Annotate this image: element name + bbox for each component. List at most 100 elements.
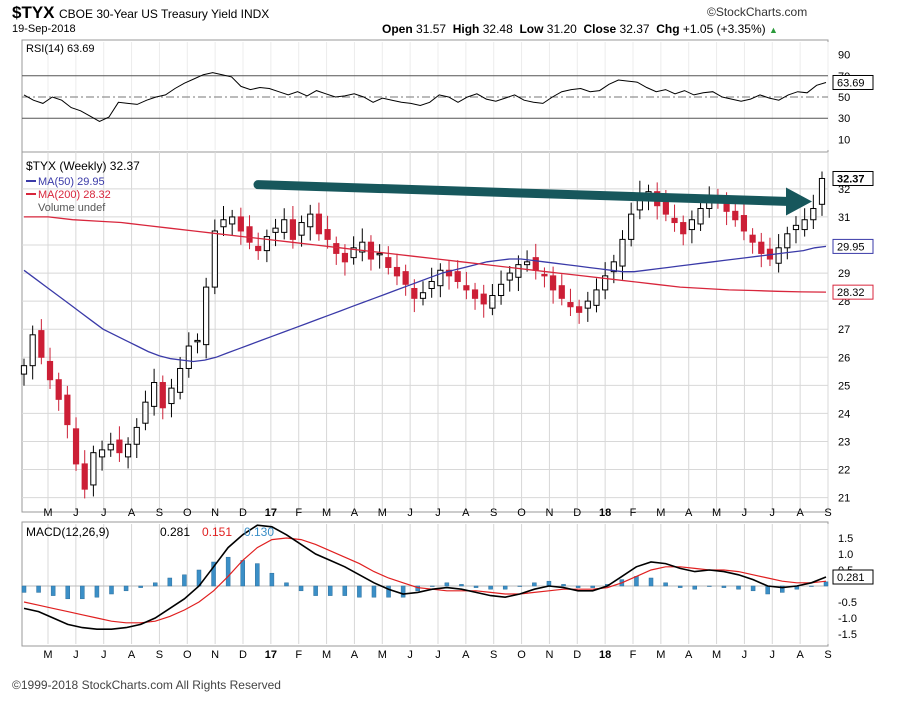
- open-label: Open: [382, 22, 413, 36]
- macd-histogram-bar: [400, 585, 406, 598]
- chg-label: Chg: [656, 22, 680, 36]
- candle-body: [385, 257, 392, 268]
- candle-body: [142, 401, 149, 424]
- candle-body: [818, 177, 826, 205]
- macd-histogram-bar: [182, 574, 187, 587]
- macd-histogram-bar: [561, 584, 566, 587]
- candle-body: [315, 213, 323, 235]
- macd-histogram-bar: [386, 585, 391, 598]
- candle-body: [567, 302, 574, 308]
- macd-tick-label: 1.0: [838, 549, 853, 561]
- macd-month-label: S: [824, 649, 831, 661]
- stockcharts-brand[interactable]: ©StockCharts.com: [707, 5, 808, 19]
- macd-month-label: D: [239, 649, 247, 661]
- candle-body: [55, 379, 62, 400]
- macd-histogram-bar: [430, 585, 435, 587]
- price-title: $TYX (Weekly) 32.37: [26, 159, 140, 173]
- macd-tag-label: 0.281: [837, 572, 865, 584]
- candle-body: [298, 222, 305, 236]
- price-month-label: J: [73, 507, 79, 519]
- price-month-label: S: [824, 507, 831, 519]
- candle-body: [610, 261, 617, 273]
- macd-histogram-bar: [255, 563, 260, 587]
- candle-body: [98, 449, 106, 458]
- candle-body: [506, 272, 513, 281]
- macd-month-label: J: [101, 649, 107, 661]
- macd-histogram-bar: [50, 585, 56, 596]
- macd-month-label: J: [73, 649, 79, 661]
- macd-histogram-bar: [298, 585, 304, 592]
- price-month-label: J: [742, 507, 748, 519]
- candle-body: [237, 216, 244, 232]
- triangle-up-icon: ▲: [768, 25, 778, 35]
- price-month-label: 18: [599, 507, 611, 519]
- price-month-label: M: [656, 507, 665, 519]
- macd-histogram-bar: [80, 585, 85, 600]
- macd-histogram-bar: [532, 582, 537, 587]
- candle-body: [116, 439, 123, 454]
- macd-histogram-bar: [36, 585, 41, 593]
- candle-body: [64, 394, 71, 426]
- candle-body: [480, 293, 487, 305]
- candle-body: [81, 463, 88, 490]
- price-panel: [21, 151, 829, 513]
- candle-body: [558, 285, 565, 299]
- candle-body: [151, 382, 158, 407]
- price-month-label: O: [183, 507, 192, 519]
- price-month-label: N: [545, 507, 553, 519]
- copyright: ©1999-2018 StockCharts.com All Rights Re…: [12, 678, 281, 692]
- ma50-line: [23, 245, 827, 363]
- macd-month-label: S: [490, 649, 497, 661]
- macd-line: [23, 524, 827, 631]
- macd-month-label: N: [545, 649, 553, 661]
- candle-body: [185, 345, 192, 369]
- candle-body: [602, 275, 609, 291]
- low-label: Low: [519, 22, 544, 36]
- candle-body: [497, 283, 505, 297]
- macd-title: MACD(12,26,9): [26, 525, 109, 539]
- macd-histogram-bar: [284, 582, 289, 587]
- volume-legend: Volume undef: [38, 202, 106, 214]
- candle-body: [177, 367, 184, 393]
- macd-month-label: A: [796, 649, 804, 661]
- close-label: Close: [583, 22, 617, 36]
- symbol: $TYX: [12, 3, 55, 22]
- description: CBOE 30-Year US Treasury Yield INDX: [58, 7, 270, 21]
- candle-body: [471, 289, 479, 299]
- candle-body: [255, 245, 262, 252]
- price-month-label: S: [490, 507, 497, 519]
- candle-body: [628, 213, 635, 240]
- macd-hist-value: 0.130: [244, 525, 274, 539]
- candle-body: [697, 208, 704, 225]
- chg-value: +1.05 (+3.35%): [682, 22, 766, 36]
- high-value: 32.48: [482, 22, 513, 36]
- ma200-legend: MA(200) 28.32: [38, 189, 111, 201]
- macd-histogram-bar: [211, 561, 216, 587]
- candle-body: [90, 452, 97, 486]
- price-tag-box: [832, 238, 874, 254]
- candle-body: [775, 247, 782, 264]
- candle-body: [411, 288, 418, 299]
- rsi-tag-label: 63.69: [837, 77, 865, 89]
- price-tick-label: 22: [838, 465, 850, 477]
- chart-date: 19-Sep-2018: [12, 23, 76, 35]
- macd-histogram-bar: [692, 585, 698, 590]
- candle-body: [550, 275, 557, 291]
- macd-histogram-bar: [707, 585, 712, 587]
- macd-tag-box: [832, 569, 874, 585]
- rsi-tick-label: 10: [838, 134, 850, 146]
- candle-body: [246, 226, 253, 243]
- macd-histogram-bar: [313, 585, 318, 596]
- price-tick-label: 26: [838, 352, 850, 364]
- macd-histogram-bar: [634, 576, 639, 587]
- resistance-arrow-head: [786, 187, 812, 216]
- price-tag-label: 28.32: [837, 287, 865, 299]
- candle-body: [307, 213, 314, 228]
- macd-histogram-bar: [109, 585, 114, 595]
- macd-month-label: M: [656, 649, 665, 661]
- macd-histogram-bar: [823, 581, 829, 587]
- price-month-label: F: [630, 507, 637, 519]
- candle-body: [680, 222, 687, 235]
- candle-body: [489, 295, 496, 309]
